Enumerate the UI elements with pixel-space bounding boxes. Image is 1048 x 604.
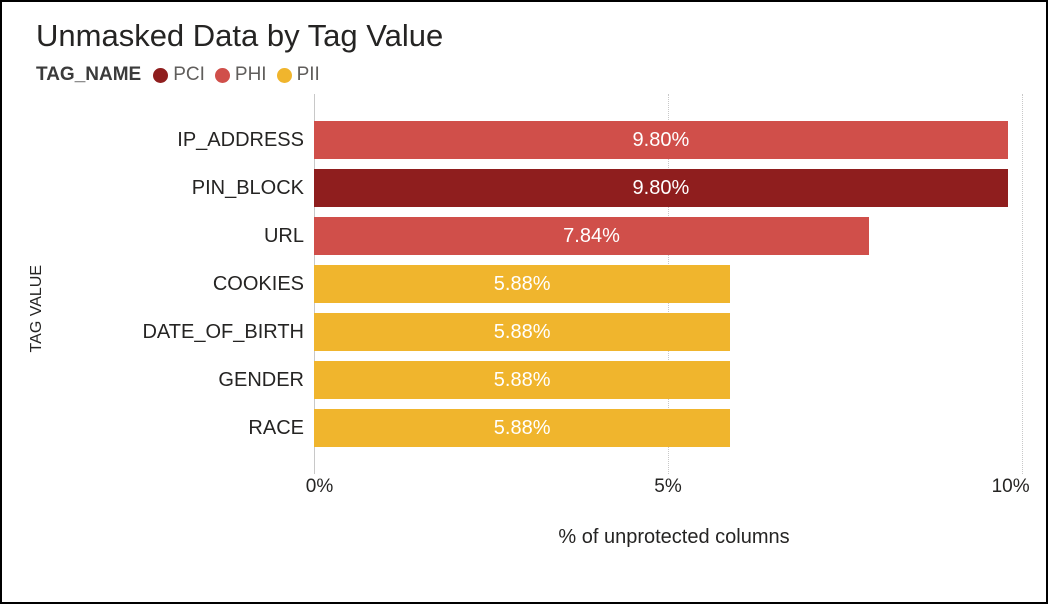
chart-card: Unmasked Data by Tag Value TAG_NAME PCI … [0,0,1048,604]
bar-row: 9.80% [314,164,1022,212]
bar-value-label: 5.88% [494,321,551,344]
x-tick: 10% [992,476,1030,498]
y-axis-title: TAG VALUE [26,265,46,352]
bar-row: 5.88% [314,404,1022,452]
y-label: RACE [46,404,314,452]
x-axis-ticks: 0% 5% 10% [314,476,1022,500]
bar[interactable]: 5.88% [314,265,730,303]
bar-value-label: 9.80% [633,177,690,200]
chart-title: Unmasked Data by Tag Value [36,18,1022,54]
bar[interactable]: 5.88% [314,313,730,351]
y-label: COOKIES [46,260,314,308]
legend-title: TAG_NAME [36,64,141,86]
bar[interactable]: 9.80% [314,121,1008,159]
bar[interactable]: 9.80% [314,169,1008,207]
y-axis-labels: IP_ADDRESS PIN_BLOCK URL COOKIES DATE_OF… [46,94,314,524]
legend-item-phi[interactable]: PHI [215,64,267,86]
y-label: GENDER [46,356,314,404]
bar-value-label: 7.84% [563,225,620,248]
legend-label-pci: PCI [173,64,205,86]
legend-swatch-pii [277,68,292,83]
legend-item-pii[interactable]: PII [277,64,320,86]
plot-area: 9.80% 9.80% 7.84% 5.88% [314,94,1022,524]
x-axis-title: % of unprotected columns [326,526,1022,549]
legend-label-pii: PII [297,64,320,86]
bars: 9.80% 9.80% 7.84% 5.88% [314,116,1022,452]
y-label: IP_ADDRESS [46,116,314,164]
y-label: DATE_OF_BIRTH [46,308,314,356]
bar[interactable]: 7.84% [314,217,869,255]
gridline [1022,94,1023,474]
legend: TAG_NAME PCI PHI PII [36,64,1022,86]
x-tick: 0% [306,476,333,498]
bar-value-label: 5.88% [494,273,551,296]
y-label: URL [46,212,314,260]
legend-item-pci[interactable]: PCI [153,64,205,86]
legend-swatch-phi [215,68,230,83]
bar-row: 5.88% [314,308,1022,356]
bar-row: 9.80% [314,116,1022,164]
legend-swatch-pci [153,68,168,83]
bar[interactable]: 5.88% [314,361,730,399]
legend-label-phi: PHI [235,64,267,86]
bar-value-label: 5.88% [494,369,551,392]
bar[interactable]: 5.88% [314,409,730,447]
x-tick: 5% [654,476,681,498]
bar-row: 5.88% [314,260,1022,308]
bar-row: 5.88% [314,356,1022,404]
chart-area: TAG VALUE IP_ADDRESS PIN_BLOCK URL COOKI… [26,94,1022,524]
y-label: PIN_BLOCK [46,164,314,212]
bar-value-label: 9.80% [633,129,690,152]
bar-row: 7.84% [314,212,1022,260]
bar-value-label: 5.88% [494,417,551,440]
